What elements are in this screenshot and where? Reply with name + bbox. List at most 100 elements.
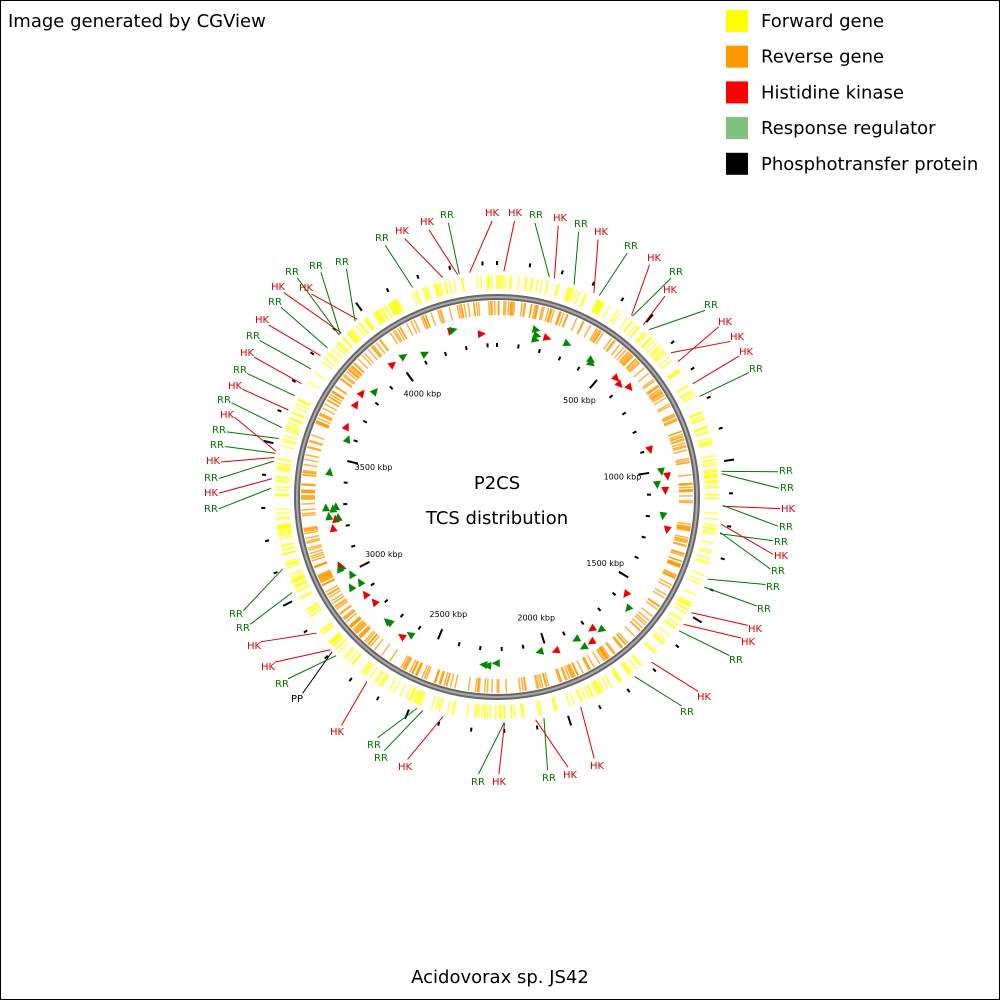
forward-gene xyxy=(291,412,305,419)
feature-leader xyxy=(242,568,284,612)
feature-label: RR xyxy=(779,466,793,477)
reverse-gene xyxy=(605,339,615,352)
forward-gene xyxy=(654,631,667,642)
forward-gene xyxy=(330,634,343,646)
feature-label: RR xyxy=(704,300,718,311)
feature-label: HK xyxy=(730,332,745,343)
feature-leader xyxy=(242,388,289,411)
forward-gene xyxy=(700,539,715,545)
feature-label: HK xyxy=(299,283,314,294)
outer-tick xyxy=(626,688,631,693)
feature-marker xyxy=(661,486,670,495)
feature-leader xyxy=(704,586,757,607)
reverse-gene xyxy=(554,311,561,325)
reverse-gene xyxy=(628,361,640,372)
reverse-gene xyxy=(522,302,526,317)
reverse-gene xyxy=(576,320,585,334)
reverse-gene xyxy=(629,620,641,632)
reverse-gene xyxy=(308,440,323,447)
feature-label: HK xyxy=(261,662,276,673)
forward-gene xyxy=(290,574,305,581)
reverse-gene xyxy=(629,362,641,373)
feature-marker xyxy=(386,619,395,628)
reverse-gene xyxy=(624,625,636,637)
forward-gene xyxy=(439,282,445,297)
forward-gene xyxy=(305,602,319,611)
forward-gene xyxy=(703,470,718,474)
forward-gene xyxy=(364,317,375,331)
feature-leader xyxy=(707,578,766,586)
feature-label: RR xyxy=(471,777,485,788)
reverse-gene xyxy=(672,444,687,450)
forward-gene xyxy=(411,291,418,306)
forward-gene xyxy=(664,619,677,629)
reverse-gene xyxy=(648,388,661,398)
reverse-gene xyxy=(394,329,403,343)
reverse-gene xyxy=(622,354,634,367)
legend-swatch xyxy=(726,10,748,32)
forward-gene xyxy=(319,622,332,632)
reverse-gene xyxy=(303,525,318,530)
forward-gene xyxy=(328,351,340,362)
forward-gene xyxy=(347,332,358,344)
backbone-highlight xyxy=(296,296,698,698)
feature-marker xyxy=(329,523,338,533)
forward-gene xyxy=(691,417,705,424)
reverse-gene xyxy=(477,678,480,693)
legend-swatch xyxy=(726,45,748,68)
forward-gene xyxy=(697,437,712,443)
feature-marker xyxy=(448,327,458,335)
reverse-gene xyxy=(517,677,522,692)
feature-leader xyxy=(719,533,774,542)
forward-gene xyxy=(519,703,523,718)
forward-gene xyxy=(299,592,313,600)
reverse-gene xyxy=(661,413,675,421)
forward-gene xyxy=(374,670,383,683)
forward-gene xyxy=(384,305,393,318)
outer-tick xyxy=(437,721,441,726)
forward-gene xyxy=(551,697,557,712)
forward-gene xyxy=(534,278,540,293)
forward-gene xyxy=(652,350,665,361)
forward-gene xyxy=(284,429,299,436)
reverse-gene xyxy=(369,635,380,648)
reverse-gene xyxy=(676,527,691,532)
forward-gene xyxy=(651,348,663,359)
outer-tick xyxy=(598,704,602,710)
reverse-gene xyxy=(675,459,690,464)
forward-gene xyxy=(286,562,301,569)
forward-gene xyxy=(569,691,576,706)
reverse-gene xyxy=(396,327,406,341)
reverse-gene xyxy=(309,548,323,555)
forward-gene xyxy=(349,329,361,342)
forward-gene xyxy=(600,676,609,690)
forward-gene xyxy=(486,704,489,719)
feature-leader xyxy=(721,473,780,489)
forward-gene xyxy=(407,687,415,701)
feature-marker xyxy=(659,511,668,521)
reverse-gene xyxy=(330,593,344,602)
forward-gene xyxy=(298,590,313,599)
forward-gene xyxy=(609,310,619,323)
outer-tick xyxy=(448,265,452,270)
forward-gene xyxy=(585,684,594,698)
forward-gene xyxy=(291,410,306,418)
forward-gene xyxy=(701,458,716,463)
feature-leader xyxy=(280,306,328,349)
forward-gene xyxy=(276,469,291,473)
outer-tick xyxy=(324,655,329,660)
feature-leader xyxy=(302,651,333,694)
forward-gene xyxy=(415,690,422,704)
reverse-gene xyxy=(305,534,320,540)
forward-gene xyxy=(297,399,311,407)
reverse-gene xyxy=(592,330,602,344)
feature-leader xyxy=(320,272,341,335)
feature-label: RR xyxy=(246,331,260,342)
reverse-gene xyxy=(663,568,678,576)
forward-gene xyxy=(680,393,694,401)
feature-leader xyxy=(384,245,414,288)
legend-label: Forward gene xyxy=(761,11,884,32)
feature-marker xyxy=(350,400,359,410)
forward-gene xyxy=(309,608,323,617)
